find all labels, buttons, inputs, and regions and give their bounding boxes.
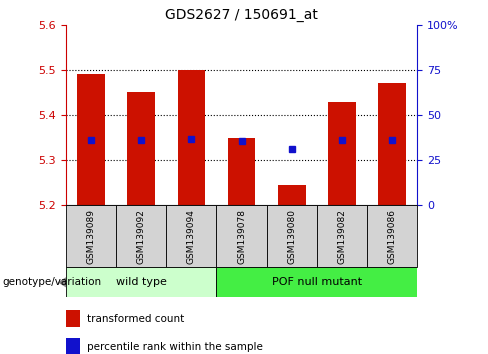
FancyBboxPatch shape bbox=[317, 205, 367, 267]
Text: GSM139080: GSM139080 bbox=[287, 209, 296, 264]
Bar bbox=[66, 338, 80, 354]
Bar bbox=[77, 74, 105, 205]
Title: GDS2627 / 150691_at: GDS2627 / 150691_at bbox=[165, 8, 318, 22]
FancyBboxPatch shape bbox=[217, 267, 417, 297]
Bar bbox=[378, 84, 406, 205]
FancyBboxPatch shape bbox=[217, 205, 266, 267]
Text: percentile rank within the sample: percentile rank within the sample bbox=[87, 342, 263, 352]
FancyBboxPatch shape bbox=[66, 267, 217, 297]
Text: GSM139092: GSM139092 bbox=[137, 209, 146, 264]
Bar bbox=[328, 102, 356, 205]
Text: GSM139094: GSM139094 bbox=[187, 209, 196, 264]
FancyBboxPatch shape bbox=[66, 205, 116, 267]
Text: POF null mutant: POF null mutant bbox=[272, 277, 362, 287]
Text: genotype/variation: genotype/variation bbox=[2, 277, 102, 287]
Polygon shape bbox=[58, 277, 66, 287]
Text: GSM139089: GSM139089 bbox=[86, 209, 96, 264]
Bar bbox=[278, 185, 305, 205]
Bar bbox=[66, 310, 80, 327]
FancyBboxPatch shape bbox=[266, 205, 317, 267]
Text: wild type: wild type bbox=[116, 277, 166, 287]
Bar bbox=[228, 138, 255, 205]
Bar bbox=[178, 70, 205, 205]
FancyBboxPatch shape bbox=[116, 205, 166, 267]
FancyBboxPatch shape bbox=[367, 205, 417, 267]
Text: GSM139078: GSM139078 bbox=[237, 209, 246, 264]
Text: GSM139086: GSM139086 bbox=[387, 209, 397, 264]
Text: GSM139082: GSM139082 bbox=[337, 209, 346, 264]
FancyBboxPatch shape bbox=[166, 205, 217, 267]
Text: transformed count: transformed count bbox=[87, 314, 184, 324]
Bar bbox=[127, 92, 155, 205]
